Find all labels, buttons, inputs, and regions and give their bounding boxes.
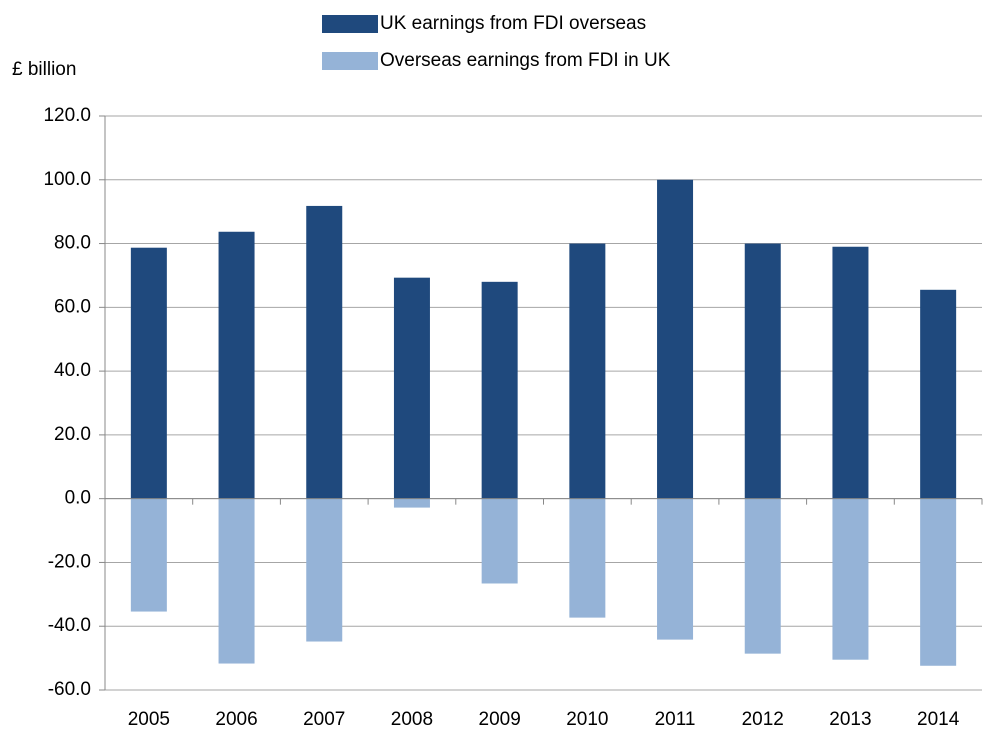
- x-tick-label: 2011: [655, 709, 696, 730]
- y-tick-label: 40.0: [54, 360, 91, 381]
- bar: [481, 281, 518, 499]
- bar: [744, 498, 781, 654]
- bar: [569, 243, 606, 499]
- y-tick-label: 20.0: [54, 424, 91, 445]
- bar: [744, 243, 781, 499]
- legend-label: Overseas earnings from FDI in UK: [380, 50, 671, 71]
- x-tick-label: 2005: [128, 709, 170, 730]
- bar: [130, 498, 167, 612]
- bar: [130, 247, 167, 499]
- x-tick-label: 2012: [742, 709, 784, 730]
- bar: [393, 277, 430, 499]
- bar: [481, 498, 518, 584]
- y-tick-label: 120.0: [43, 105, 91, 126]
- legend-swatch: [322, 52, 378, 70]
- bar: [832, 246, 869, 499]
- bar: [218, 498, 255, 664]
- bar: [218, 231, 255, 499]
- bar: [569, 498, 606, 618]
- bar: [306, 205, 343, 499]
- bar: [306, 498, 343, 642]
- y-tick-label: -60.0: [48, 679, 91, 700]
- x-tick-label: 2007: [303, 709, 345, 730]
- y-tick-label: 0.0: [65, 488, 91, 509]
- bar: [393, 498, 430, 508]
- bar: [657, 498, 694, 640]
- x-tick-label: 2013: [829, 709, 871, 730]
- y-axis-label: £ billion: [12, 59, 76, 80]
- x-tick-label: 2008: [391, 709, 433, 730]
- bar: [832, 498, 869, 660]
- x-tick-label: 2009: [479, 709, 521, 730]
- legend-label: UK earnings from FDI overseas: [380, 13, 646, 34]
- x-tick-label: 2006: [215, 709, 257, 730]
- y-tick-label: 60.0: [54, 296, 91, 317]
- y-tick-label: -40.0: [48, 615, 91, 636]
- y-tick-label: 80.0: [54, 233, 91, 254]
- x-tick-label: 2014: [917, 709, 960, 730]
- legend-swatch: [322, 15, 378, 33]
- y-tick-label: 100.0: [43, 169, 91, 190]
- y-tick-label: -20.0: [48, 551, 91, 572]
- x-tick-label: 2010: [566, 709, 608, 730]
- bar: [657, 179, 694, 499]
- bar: [920, 498, 957, 666]
- bar: [920, 289, 957, 499]
